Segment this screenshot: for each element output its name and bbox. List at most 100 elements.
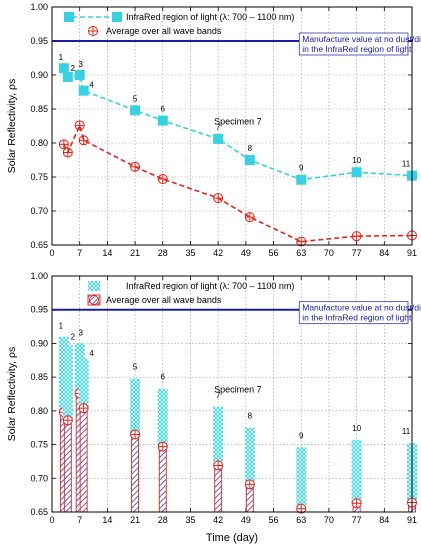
x-tick-label: 35	[185, 515, 195, 525]
average-point-cross	[130, 162, 140, 172]
x-tick-label: 49	[241, 515, 251, 525]
legend-average-label: Average over all wave bands	[106, 26, 222, 36]
average-bar	[131, 434, 140, 513]
x-tick-label: 42	[213, 248, 223, 258]
point-label: 3	[78, 60, 83, 69]
point-label: 4	[89, 81, 94, 90]
legend-average-cross	[88, 26, 98, 36]
y-tick-label: 0.95	[30, 305, 48, 315]
infrared-point	[296, 174, 307, 185]
point-label: 4	[89, 349, 94, 358]
x-tick-label: 42	[213, 515, 223, 525]
point-label: 7	[216, 123, 221, 132]
reflectivity-line-panel: 0 7 14 21 28 35 42 49 56 63 70 77 84 910.650.700.750.…	[6, 2, 421, 258]
y-tick-label: 1.00	[30, 271, 48, 281]
x-tick-label: 21	[130, 515, 140, 525]
x-tick-label: 14	[102, 248, 112, 258]
legend-average-label: Average over all wave bands	[106, 295, 222, 305]
y-axis-label: Solar Reflectivity, ρs	[6, 347, 18, 441]
x-tick-label: 28	[158, 248, 168, 258]
infrared-point	[351, 167, 362, 178]
infrared-bar	[296, 447, 307, 509]
average-point-cross	[352, 231, 362, 241]
point-label: 5	[133, 362, 138, 371]
point-label: 10	[352, 424, 361, 433]
x-tick-label: 77	[352, 515, 362, 525]
average-point-cross	[79, 135, 89, 145]
average-point-cross	[59, 139, 69, 149]
x-tick-label: 56	[269, 248, 279, 258]
y-tick-label: 0.65	[30, 507, 48, 517]
legend-average-marker	[89, 295, 99, 305]
average-point-cross	[75, 120, 85, 130]
infrared-point	[213, 133, 224, 144]
infrared-point	[130, 105, 141, 116]
x-tick-label: 70	[324, 515, 334, 525]
y-tick-label: 0.80	[30, 138, 48, 148]
x-tick-label: 7	[77, 515, 82, 525]
x-tick-label: 7	[77, 248, 82, 258]
manufacture-note-text: in the InfraRed region of light	[302, 313, 412, 323]
average-point-cross	[158, 174, 168, 184]
infrared-bar	[78, 358, 89, 409]
x-tick-label: 77	[352, 248, 362, 258]
point-label: 1	[59, 53, 64, 62]
point-label: 2	[71, 332, 76, 341]
x-tick-label: 91	[407, 248, 417, 258]
point-label: 6	[161, 105, 166, 114]
y-tick-label: 0.90	[30, 338, 48, 348]
infrared-point	[74, 70, 85, 80]
y-tick-label: 0.65	[30, 240, 48, 250]
point-label: 10	[352, 156, 361, 165]
legend-infrared-marker	[64, 12, 74, 22]
infrared-bar	[130, 378, 141, 435]
x-tick-label: 91	[407, 515, 417, 525]
average-point-cross	[213, 193, 223, 203]
x-tick-label: 63	[296, 248, 306, 258]
y-tick-label: 0.70	[30, 473, 48, 483]
point-label: 11	[402, 427, 411, 436]
infrared-bar	[244, 427, 255, 485]
infrared-bar	[213, 406, 224, 466]
manufacture-note-text: Manufacture value at no dust/dirt	[302, 34, 421, 44]
y-tick-label: 0.85	[30, 372, 48, 382]
legend-infrared-label: InfraRed region of light (λ: 700 – 1100 …	[126, 281, 294, 291]
point-label: 11	[402, 160, 411, 169]
average-bar	[158, 446, 167, 513]
infrared-point	[244, 155, 255, 165]
manufacture-note-text: Manufacture value at no dust/dirt	[302, 303, 421, 313]
average-series-line	[63, 122, 413, 243]
infrared-point	[62, 72, 73, 83]
x-tick-label: 56	[269, 515, 279, 525]
x-tick-label: 84	[379, 515, 389, 525]
y-axis-label: Solar Reflectivity, ρs	[6, 79, 18, 173]
infrared-point	[58, 63, 69, 74]
legend-infrared-swatch	[88, 281, 100, 291]
average-point-cross	[63, 148, 73, 158]
y-tick-label: 0.75	[30, 440, 48, 450]
manufacture-note-box	[298, 301, 409, 325]
point-label: 5	[133, 94, 138, 103]
average-point-cross	[130, 429, 140, 439]
average-point-cross	[158, 442, 168, 452]
average-bar	[214, 465, 223, 513]
average-point-cross	[63, 415, 73, 425]
point-label: 8	[248, 144, 253, 153]
y-tick-label: 0.80	[30, 406, 48, 416]
y-tick-label: 0.90	[30, 70, 48, 80]
x-tick-label: 84	[379, 248, 389, 258]
reflectivity-bar-panel: 0 7 14 21 28 35 42 49 56 63 70 77 84 910.650.700.750.…	[6, 271, 421, 544]
legend-infrared-marker	[112, 12, 122, 22]
y-tick-label: 0.70	[30, 206, 48, 216]
manufacture-note-box	[298, 32, 409, 56]
infrared-bar	[351, 439, 362, 504]
infrared-point	[78, 85, 89, 96]
point-label: 8	[248, 412, 253, 421]
infrared-bar	[62, 345, 73, 421]
average-point-cross	[245, 212, 255, 222]
average-point-cross	[245, 479, 255, 489]
point-label: 2	[71, 64, 76, 73]
x-tick-label: 63	[296, 515, 306, 525]
y-tick-label: 1.00	[30, 2, 48, 12]
